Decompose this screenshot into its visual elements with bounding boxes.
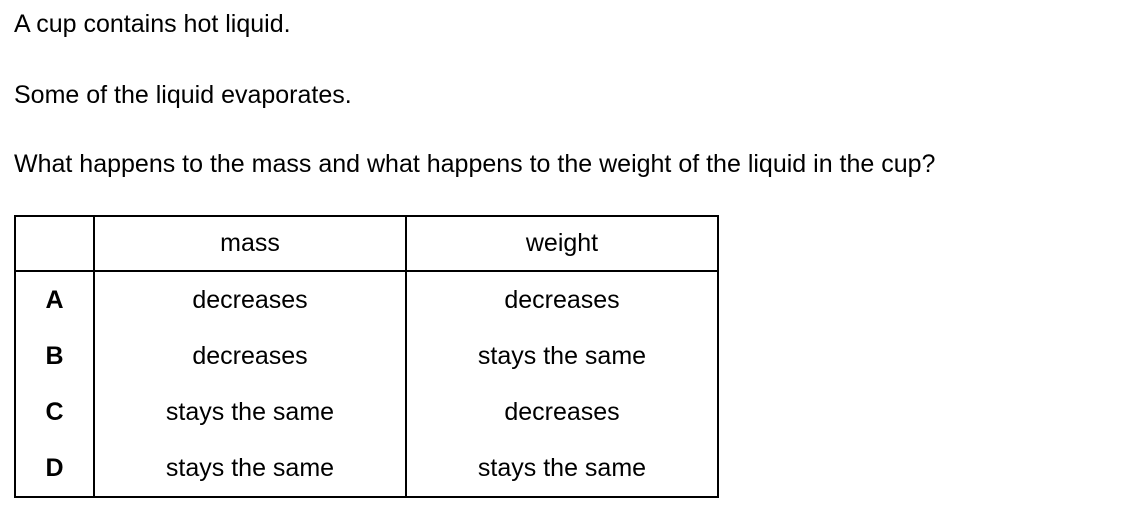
answer-options-table: mass weight A decreases decreases B decr… xyxy=(14,215,719,498)
table-row: A decreases decreases xyxy=(14,270,719,328)
option-key: B xyxy=(14,328,95,384)
table-row: D stays the same stays the same xyxy=(14,440,719,498)
option-key: C xyxy=(14,384,95,440)
header-mass: mass xyxy=(93,215,407,272)
question-line-2: Some of the liquid evaporates. xyxy=(14,81,352,109)
table-row: C stays the same decreases xyxy=(14,384,719,440)
mass-cell: decreases xyxy=(93,328,407,384)
option-key: A xyxy=(14,270,95,328)
mass-cell: stays the same xyxy=(93,384,407,440)
option-key: D xyxy=(14,440,95,498)
weight-cell: stays the same xyxy=(405,440,719,498)
mass-cell: stays the same xyxy=(93,440,407,498)
question-line-1: A cup contains hot liquid. xyxy=(14,10,291,38)
weight-cell: decreases xyxy=(405,270,719,328)
weight-cell: decreases xyxy=(405,384,719,440)
mass-cell: decreases xyxy=(93,270,407,328)
table-row: B decreases stays the same xyxy=(14,328,719,384)
table-header-row: mass weight xyxy=(14,215,719,272)
header-weight: weight xyxy=(405,215,719,272)
weight-cell: stays the same xyxy=(405,328,719,384)
question-line-3: What happens to the mass and what happen… xyxy=(14,150,936,178)
header-empty xyxy=(14,215,95,272)
